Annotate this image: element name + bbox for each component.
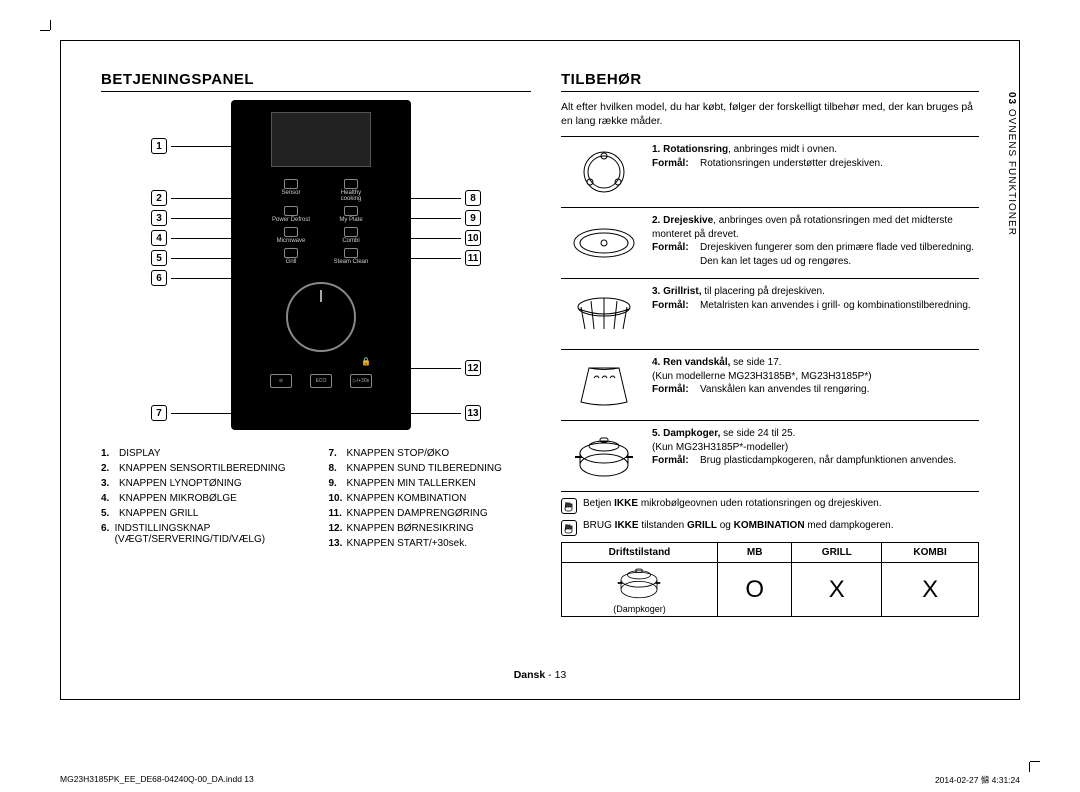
accessory-text: 5. Dampkoger, se side 24 til 25.(Kun MG2… [646,427,979,485]
callout-11: 11 [403,250,481,266]
print-metadata: MG23H3185PK_EE_DE68-04240Q-00_DA.indd 13… [60,774,1020,786]
warning-hand-icon [561,498,577,514]
legend: 1.DISPLAY 2.KNAPPEN SENSORTILBEREDNING 3.K… [101,448,531,553]
control-panel-diagram: Sensor Healthy cooking Power Defrost My Pl… [101,100,531,440]
btn-sensor: Sensor [281,190,300,196]
th-mb: MB [717,543,791,563]
manual-page: BETJENINGSPANEL Sensor Healthy cooking Po… [60,40,1020,700]
btn-steam: Steam Clean [334,259,369,265]
callout-5: 5 [151,250,246,266]
legend-item: 11.KNAPPEN DAMPRENGØRING [329,508,532,519]
print-file: MG23H3185PK_EE_DE68-04240Q-00_DA.indd 13 [60,774,254,786]
legend-item: 7.KNAPPEN STOP/ØKO [329,448,532,459]
accessory-row: 1. Rotationsring, anbringes midt i ovnen… [561,137,979,208]
legend-item: 9.KNAPPEN MIN TALLERKEN [329,478,532,489]
val-kombi: X [882,563,979,617]
callout-3: 3 [151,210,246,226]
btn-grill: Grill [286,259,297,265]
btn-microwave: Microwave [277,238,306,244]
legend-item: 5.KNAPPEN GRILL [101,508,304,519]
accessory-icon [561,143,646,201]
th-mode: Driftstilstand [562,543,718,563]
dial [286,282,356,352]
callout-1: 1 [151,138,246,154]
right-heading: TILBEHØR [561,71,979,92]
panel-display [271,112,371,167]
callout-6: 6 [151,270,246,286]
callout-8: 8 [403,190,481,206]
th-grill: GRILL [792,543,882,563]
accessories-table: 1. Rotationsring, anbringes midt i ovnen… [561,136,979,492]
note-1: Betjen IKKE mikrobølgeovnen uden rotatio… [561,498,979,514]
accessory-row: 4. Ren vandskål, se side 17.(Kun modelle… [561,350,979,421]
callout-4: 4 [151,230,246,246]
val-mb: O [717,563,791,617]
intro-text: Alt efter hvilken model, du har købt, fø… [561,100,979,128]
accessory-row: 2. Drejeskive, anbringes oven på rotatio… [561,208,979,279]
callout-7: 7 [151,405,246,421]
legend-item: 8.KNAPPEN SUND TILBEREDNING [329,463,532,474]
legend-item: 4.KNAPPEN MIKROBØLGE [101,493,304,504]
legend-item: 3.KNAPPEN LYNOPTØNING [101,478,304,489]
accessory-row: 5. Dampkoger, se side 24 til 25.(Kun MG2… [561,421,979,492]
btn-stop: ⊘ [270,374,292,388]
accessory-icon [561,427,646,485]
btn-myplate: My Plate [339,217,362,223]
accessory-text: 4. Ren vandskål, se side 17.(Kun modelle… [646,356,979,414]
legend-item: 2.KNAPPEN SENSORTILBEREDNING [101,463,304,474]
legend-item: 13.KNAPPEN START/+30sek. [329,538,532,549]
legend-item: 6.INDSTILLINGSKNAP (VÆGT/SERVERING/TID/V… [101,523,304,545]
accessory-icon [561,285,646,343]
accessory-text: 2. Drejeskive, anbringes oven på rotatio… [646,214,979,272]
page-footer: Dansk - 13 [61,669,1019,681]
note-2: BRUG IKKE tilstanden GRILL og KOMBINATIO… [561,520,979,536]
callout-13: 13 [403,405,481,421]
right-column: TILBEHØR Alt efter hvilken model, du har… [561,71,979,669]
val-grill: X [792,563,882,617]
callout-2: 2 [151,190,246,206]
callout-9: 9 [403,210,481,226]
left-column: BETJENINGSPANEL Sensor Healthy cooking Po… [101,71,531,669]
callout-12: 12 [403,360,481,376]
accessory-icon [561,356,646,414]
legend-item: 1.DISPLAY [101,448,304,459]
btn-start: ▷/+30s [350,374,372,388]
left-heading: BETJENINGSPANEL [101,71,531,92]
btn-combi: Combi [342,238,359,244]
btn-defrost: Power Defrost [272,217,310,223]
callout-10: 10 [403,230,481,246]
warning-hand-icon [561,520,577,536]
side-tab: 03 OVNENS FUNKTIONER [1003,86,1020,242]
print-timestamp: 2014-02-27 㒙 4:31:24 [935,774,1020,786]
legend-item: 10.KNAPPEN KOMBINATION [329,493,532,504]
mode-table: Driftstilstand MB GRILL KOMBI (Dampkoger… [561,542,979,617]
steamer-cell: (Dampkoger) [562,563,718,617]
th-kombi: KOMBI [882,543,979,563]
accessory-text: 1. Rotationsring, anbringes midt i ovnen… [646,143,979,201]
btn-healthy: Healthy cooking [341,190,362,202]
accessory-text: 3. Grillrist, til placering på drejeskiv… [646,285,979,343]
microwave-panel: Sensor Healthy cooking Power Defrost My Pl… [231,100,411,430]
accessory-icon [561,214,646,272]
btn-eco: ECO [310,374,332,388]
legend-item: 12.KNAPPEN BØRNESIKRING [329,523,532,534]
accessory-row: 3. Grillrist, til placering på drejeskiv… [561,279,979,350]
